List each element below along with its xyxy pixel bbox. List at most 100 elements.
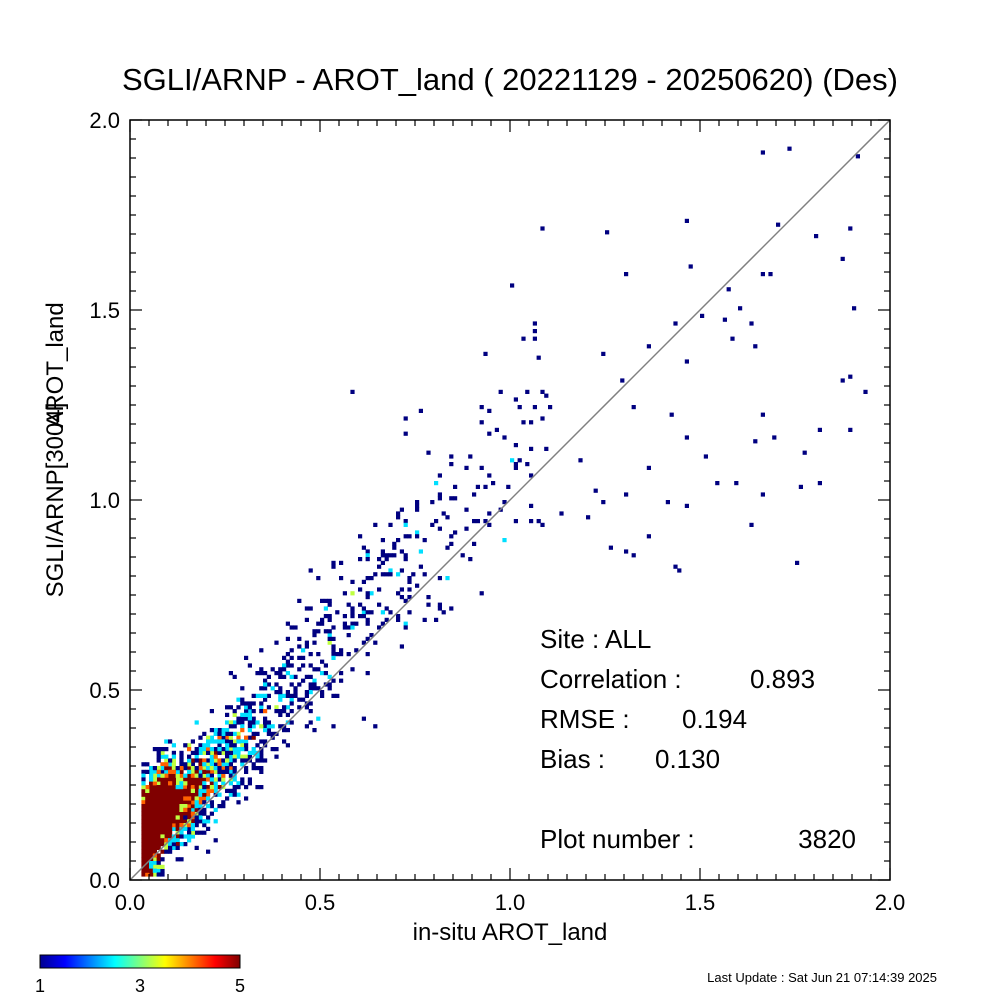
density-cell [149, 834, 154, 839]
density-cell [384, 557, 389, 562]
density-cell [198, 777, 203, 782]
density-cell [529, 420, 534, 425]
density-cell [266, 728, 271, 733]
density-cell [297, 697, 302, 702]
density-cell [183, 834, 188, 839]
density-cell [141, 788, 146, 793]
density-cell [202, 819, 207, 824]
density-cell [263, 716, 268, 721]
density-cell [308, 568, 313, 573]
density-cell [350, 625, 355, 630]
density-cell [149, 826, 154, 831]
density-cell [152, 838, 157, 843]
density-cell [559, 511, 564, 516]
density-cell [175, 838, 180, 843]
density-cell [209, 735, 214, 740]
density-cell [156, 769, 161, 774]
density-cell [171, 781, 176, 786]
density-cell [369, 591, 374, 596]
density-cell [187, 815, 192, 820]
density-cell [141, 853, 146, 858]
density-cell [475, 519, 480, 524]
y-axis-label-suffix: AROT_land [42, 302, 69, 427]
density-cell [190, 834, 195, 839]
density-cell [209, 777, 214, 782]
density-cell [156, 796, 161, 801]
density-cell [149, 861, 154, 866]
density-cell [502, 435, 507, 440]
density-cell [194, 785, 199, 790]
density-cell [320, 659, 325, 664]
density-cell [160, 807, 165, 812]
density-cell [449, 454, 454, 459]
density-cell [263, 758, 268, 763]
density-cell [304, 640, 309, 645]
density-cell [525, 389, 530, 394]
colorbar: 1 3 5 [35, 954, 245, 996]
density-cell [141, 838, 146, 843]
density-cell [149, 842, 154, 847]
density-cell [403, 553, 408, 558]
density-cell [152, 819, 157, 824]
density-cell [684, 503, 689, 508]
density-cell [304, 693, 309, 698]
density-cell [244, 758, 249, 763]
density-cell [141, 792, 146, 797]
density-cell [540, 522, 545, 527]
density-cell [171, 815, 176, 820]
density-cell [190, 796, 195, 801]
density-cell [361, 579, 366, 584]
density-cell [817, 481, 822, 486]
density-cell [282, 709, 287, 714]
density-cell [263, 671, 268, 676]
density-cell [339, 560, 344, 565]
density-cell [183, 773, 188, 778]
density-cell [190, 811, 195, 816]
density-cell [312, 629, 317, 634]
density-cell [331, 648, 336, 653]
density-cell [175, 807, 180, 812]
density-cell [198, 766, 203, 771]
density-cell [160, 872, 165, 877]
density-cell [247, 724, 252, 729]
density-cell [232, 788, 237, 793]
density-cell [194, 773, 199, 778]
density-cell [236, 697, 241, 702]
density-cell [384, 572, 389, 577]
density-cell [274, 690, 279, 695]
density-cell [232, 758, 237, 763]
density-cell [149, 807, 154, 812]
density-cell [149, 815, 154, 820]
density-cell [194, 781, 199, 786]
density-cell [361, 614, 366, 619]
density-cell [187, 804, 192, 809]
stat-plot-number-label: Plot number : [540, 824, 695, 854]
density-cell [399, 549, 404, 554]
density-cell [798, 484, 803, 489]
density-cell [441, 610, 446, 615]
density-cell [339, 648, 344, 653]
density-cell [407, 579, 412, 584]
density-cell [175, 842, 180, 847]
density-cell [403, 416, 408, 421]
colorbar-label-mid: 3 [135, 976, 145, 996]
density-cell [179, 823, 184, 828]
density-cell [358, 587, 363, 592]
density-cell [225, 769, 230, 774]
density-cell [168, 800, 173, 805]
density-cell [168, 739, 173, 744]
density-cell [399, 595, 404, 600]
density-cell [266, 720, 271, 725]
density-cell [217, 773, 222, 778]
density-cell [445, 576, 450, 581]
density-cell [225, 731, 230, 736]
density-cell [266, 682, 271, 687]
density-cell [282, 667, 287, 672]
density-cell [228, 766, 233, 771]
density-cell [145, 826, 150, 831]
density-cell [437, 496, 442, 501]
density-cell [236, 720, 241, 725]
density-cell [358, 602, 363, 607]
density-cell [327, 640, 332, 645]
density-cell [168, 815, 173, 820]
